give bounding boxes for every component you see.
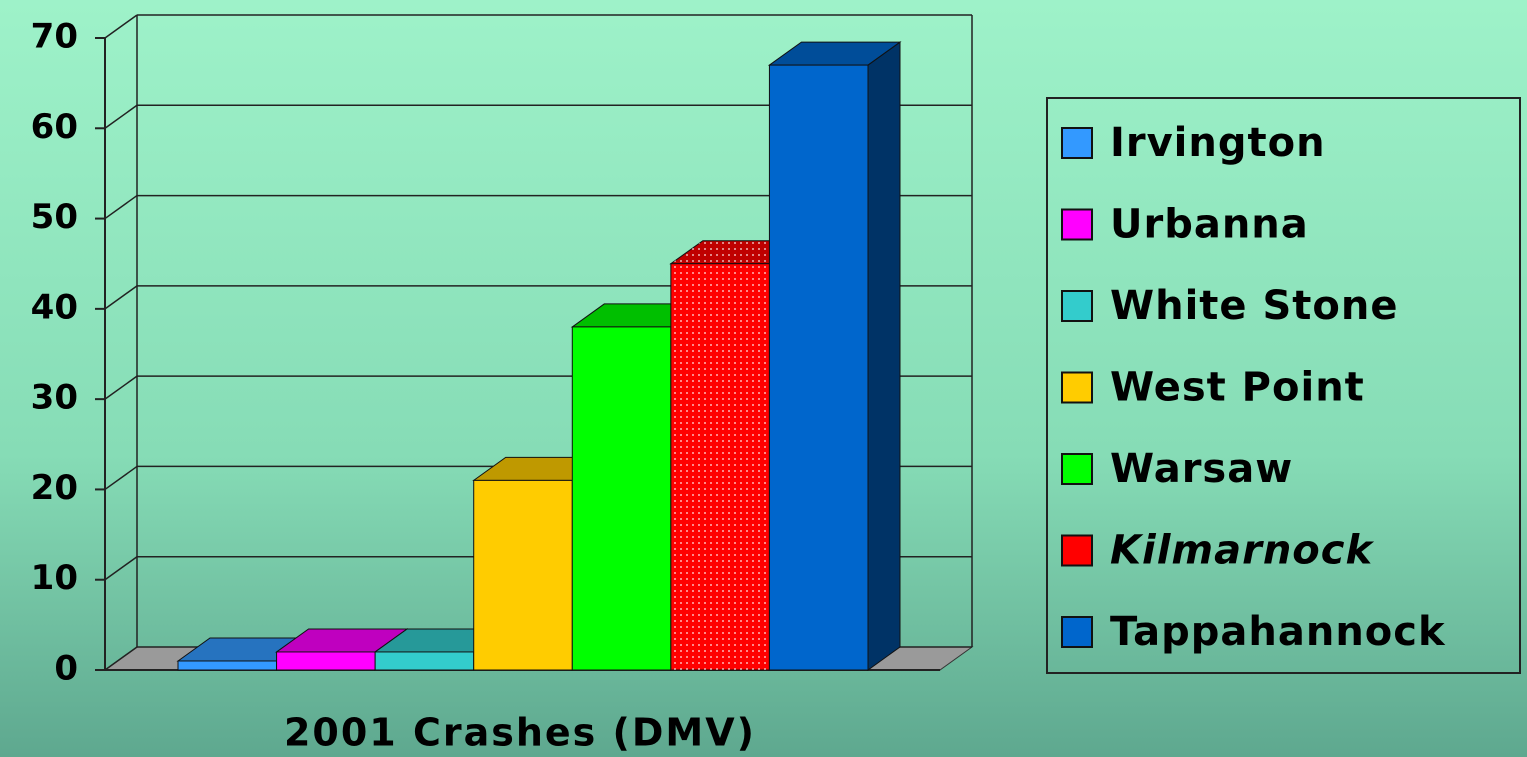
y-tick-label: 0 <box>54 649 78 689</box>
legend-label: West Point <box>1110 365 1365 411</box>
grid-line <box>104 104 138 129</box>
y-tick-label: 40 <box>31 287 78 327</box>
legend-swatch <box>1061 127 1093 159</box>
bar-pattern <box>670 263 770 670</box>
grid-line <box>104 465 138 491</box>
grid-line <box>104 556 138 581</box>
legend-swatch <box>1061 453 1093 485</box>
legend-box <box>1046 97 1521 674</box>
bar <box>571 326 672 671</box>
bar-side <box>867 41 901 671</box>
legend-swatch <box>1061 290 1093 322</box>
legend-swatch <box>1061 616 1093 648</box>
grid-line <box>104 194 138 220</box>
y-tick-label: 50 <box>31 197 78 237</box>
bar <box>374 651 475 671</box>
y-tick-label: 20 <box>31 468 78 508</box>
legend-label: Irvington <box>1110 120 1326 166</box>
legend-swatch <box>1061 208 1093 241</box>
legend-label: Urbanna <box>1110 202 1309 248</box>
bar <box>276 651 376 671</box>
legend-label: Tappahannock <box>1110 609 1446 655</box>
x-axis-label: 2001 Crashes (DMV) <box>284 711 756 755</box>
y-tick-label: 70 <box>31 17 78 57</box>
legend-label: White Stone <box>1110 283 1399 329</box>
legend-swatch <box>1061 534 1093 567</box>
bar <box>768 64 869 671</box>
y-tick-label: 10 <box>31 558 78 598</box>
grid-line <box>104 14 138 39</box>
grid-line <box>104 375 138 400</box>
bar-pattern <box>670 240 802 264</box>
legend-label: Kilmarnock <box>1110 528 1374 574</box>
legend-label: Warsaw <box>1110 446 1293 492</box>
y-tick-label: 60 <box>31 107 78 147</box>
grid-line <box>104 285 138 310</box>
y-tick-label: 30 <box>31 378 78 418</box>
legend-swatch <box>1061 371 1093 404</box>
grid-line <box>104 646 138 671</box>
bar <box>177 660 278 671</box>
bar <box>473 479 573 671</box>
